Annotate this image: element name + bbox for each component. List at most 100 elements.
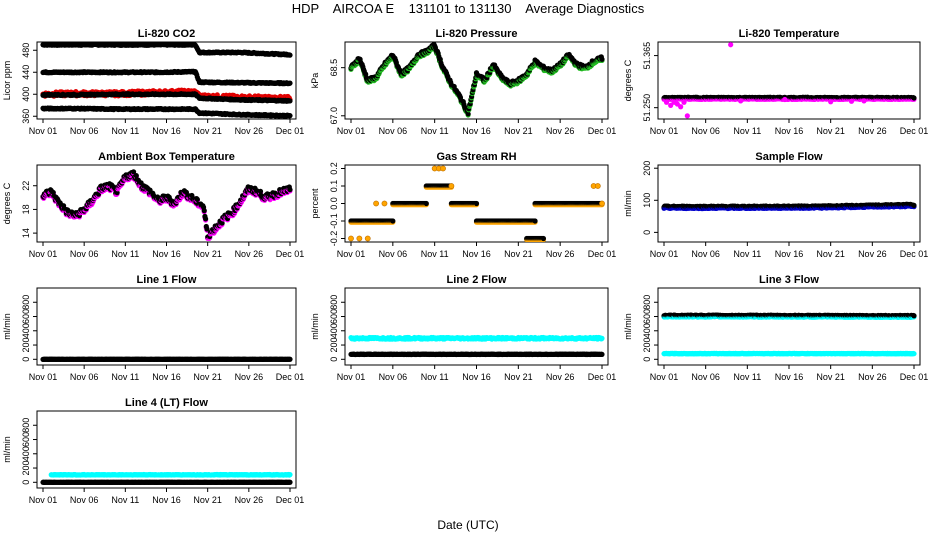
li-820-pressure-x-tick-label: Dec 01 (588, 126, 617, 136)
gas-stream-rh-x-tick-label: Dec 01 (588, 249, 617, 259)
li-820-co2-level-1-series-point (287, 52, 293, 58)
sample-flow-x-tick-label: Dec 01 (900, 249, 929, 259)
ambient-box-temperature-ambient-series-point (204, 226, 210, 232)
li-820-temperature-excursions-series-point (738, 98, 744, 104)
li-820-pressure-pressure-series-point (465, 111, 471, 117)
sample-flow-x-tick-label: Nov 06 (691, 249, 720, 259)
gas-stream-rh-outliers-series-point (594, 183, 601, 189)
gas-stream-rh-outliers-series-point (364, 235, 371, 242)
li-820-pressure-title: Li-820 Pressure (436, 28, 518, 40)
li-820-temperature-excursions-series (663, 42, 867, 119)
li-820-temperature-x-tick-label: Nov 26 (858, 126, 887, 136)
ambient-box-temperature-x-tick-label: Nov 21 (193, 249, 222, 259)
gas-stream-rh-x-tick-label: Nov 16 (462, 249, 491, 259)
gas-stream-rh-steps-series-point (423, 200, 429, 207)
ambient-box-temperature-x-tick-label: Nov 26 (235, 249, 264, 259)
li-820-temperature-excursions-series-point (678, 104, 684, 110)
li-820-pressure-x-tick-label: Nov 01 (337, 126, 366, 136)
li-820-co2-x-tick-label: Nov 16 (152, 126, 181, 136)
li-820-co2-data-points (40, 42, 293, 119)
gas-stream-rh-outliers-series-point (373, 200, 379, 207)
li-820-pressure-x-tick-label: Nov 26 (546, 126, 575, 136)
li-820-temperature-excursions-series-point (848, 98, 855, 104)
li-820-co2-title: Li-820 CO2 (138, 28, 195, 40)
li-820-co2-x-tick-label: Nov 01 (29, 126, 58, 136)
gas-stream-rh-steps-series-point (532, 218, 538, 224)
gas-stream-rh-x-tick-label: Nov 26 (546, 249, 575, 259)
ambient-box-temperature-ambient-series (40, 169, 293, 241)
ambient-box-temperature-title: Ambient Box Temperature (98, 151, 235, 163)
li-820-temperature-x-tick-label: Nov 06 (691, 126, 720, 136)
ambient-box-temperature-ambient-series-point (130, 169, 137, 175)
li-820-co2-x-tick-label: Nov 11 (111, 126, 139, 136)
li-820-co2-y-tick-label: 360 (21, 109, 31, 124)
ambient-box-temperature-ambient-series-point (201, 208, 207, 214)
li-820-temperature-x-tick-label: Nov 21 (816, 126, 845, 136)
gas-stream-rh-y-tick-label: 0.1 (329, 180, 339, 193)
gas-stream-rh-outliers-series-point (440, 165, 446, 172)
li-820-temperature-excursions-series-point (861, 98, 867, 104)
gas-stream-rh-outliers-series-point (356, 235, 363, 242)
gas-stream-rh-x-tick-label: Nov 11 (421, 249, 449, 259)
li-820-temperature-excursions-series-point (728, 42, 734, 48)
ambient-box-temperature-ambient-series-point (114, 190, 120, 196)
li-820-co2-level-5-series (40, 105, 293, 119)
gas-stream-rh-outliers-series-point (348, 235, 354, 242)
sample-flow-x-tick-label: Nov 11 (733, 249, 761, 259)
li-820-co2-x-tick-label: Nov 21 (193, 126, 222, 136)
ambient-box-temperature-ambient-series-point (203, 216, 209, 222)
li-820-temperature-plot-frame (657, 41, 921, 120)
li-820-pressure-y-tick-label: 67.0 (329, 107, 339, 125)
gas-stream-rh-x-tick-label: Nov 21 (504, 249, 533, 259)
gas-stream-rh-outliers-series-point (599, 200, 605, 207)
li-820-temperature-excursions-series-point (782, 96, 788, 103)
li-820-co2-level-4-series-point (287, 98, 293, 104)
ambient-box-temperature-ambient-series-point (219, 220, 225, 226)
li-820-pressure-pressure-series (348, 42, 605, 118)
li-820-co2-x-tick-label: Dec 01 (276, 126, 305, 136)
gas-stream-rh-steps-series-point (540, 235, 547, 242)
gas-stream-rh-y-tick-label: 0.2 (329, 162, 339, 175)
sample-flow-sample-series (661, 201, 917, 212)
li-820-pressure-x-tick-label: Nov 06 (379, 126, 408, 136)
li-820-pressure-pressure-series-point (599, 56, 605, 62)
li-820-temperature-excursions-series-point (663, 99, 670, 105)
ambient-box-temperature-y-tick-label: 22 (21, 181, 31, 191)
sample-flow-y-tick-label: 200 (642, 161, 652, 176)
gas-stream-rh-panel: Gas Stream RHpercent-0.2-0.10.00.10.2Nov… (310, 151, 616, 259)
ambient-box-temperature-x-tick-label: Nov 16 (152, 249, 181, 259)
sample-flow-x-tick-label: Nov 01 (650, 249, 679, 259)
li-820-pressure-y-axis-label: kPa (310, 73, 320, 89)
sample-flow-x-tick-label: Nov 26 (858, 249, 887, 259)
ambient-box-temperature-ambient-series-point (287, 187, 293, 193)
sample-flow-data-points (661, 201, 917, 212)
li-820-temperature-y-axis-label: degrees C (623, 59, 633, 101)
gas-stream-rh-y-tick-label: -0.2 (329, 231, 339, 247)
sample-flow-x-tick-label: Nov 16 (775, 249, 804, 259)
li-820-pressure-x-tick-label: Nov 21 (504, 126, 533, 136)
ambient-box-temperature-ambient-series-point (50, 189, 56, 196)
sample-flow-title: Sample Flow (755, 151, 823, 163)
gas-stream-rh-outliers-series-point (448, 183, 455, 189)
li-820-co2-y-axis-label: Licor ppm (2, 61, 12, 101)
ambient-box-temperature-ambient-series-point (133, 173, 139, 179)
ambient-box-temperature-x-tick-label: Nov 01 (29, 249, 58, 259)
li-820-temperature-excursions-series-point (684, 113, 690, 119)
gas-stream-rh-y-axis-label: percent (310, 188, 320, 219)
li-820-temperature-x-tick-label: Nov 11 (733, 126, 761, 136)
li-820-pressure-data-points (348, 42, 605, 118)
gas-stream-rh-y-tick-label: 0.0 (329, 197, 339, 210)
li-820-temperature-temperature-series (661, 94, 917, 102)
gas-stream-rh-data-points (348, 165, 605, 242)
gas-stream-rh-outliers-series-point (381, 200, 388, 207)
sample-flow-y-tick-label: 100 (642, 193, 652, 208)
sample-flow-x-tick-label: Nov 21 (816, 249, 845, 259)
ambient-box-temperature-ambient-series-point (257, 188, 264, 194)
li-820-co2-level-2-series-point (287, 80, 293, 86)
gas-stream-rh-steps-series (348, 183, 605, 242)
figure-title: HDP AIRCOA E 131101 to 131130 Average Di… (291, 1, 645, 16)
gas-stream-rh-x-tick-label: Nov 06 (379, 249, 408, 259)
